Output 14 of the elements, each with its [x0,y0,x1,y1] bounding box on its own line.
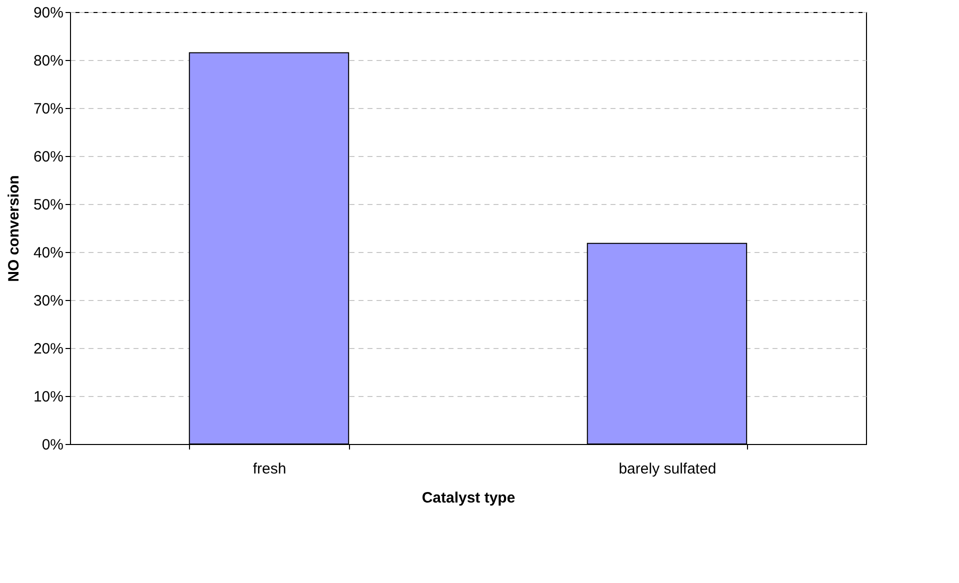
y-tick-label: 0% [42,436,64,454]
y-tick-label: 30% [33,292,64,310]
y-tick-label: 60% [33,148,64,166]
y-tick-label: 90% [33,4,64,22]
y-tick-label: 10% [33,388,64,406]
y-tick-label: 40% [33,244,64,262]
y-tick-label: 50% [33,196,64,214]
x-axis-title: Catalyst type [422,490,516,506]
x-tick-label: barely sulfated [618,460,716,478]
y-tick-label: 20% [33,340,64,358]
y-tick-label: 80% [33,52,64,70]
x-tick-label: fresh [252,460,286,478]
y-tick-label: 70% [33,100,64,118]
y-axis-title: NO conversion [5,175,22,282]
